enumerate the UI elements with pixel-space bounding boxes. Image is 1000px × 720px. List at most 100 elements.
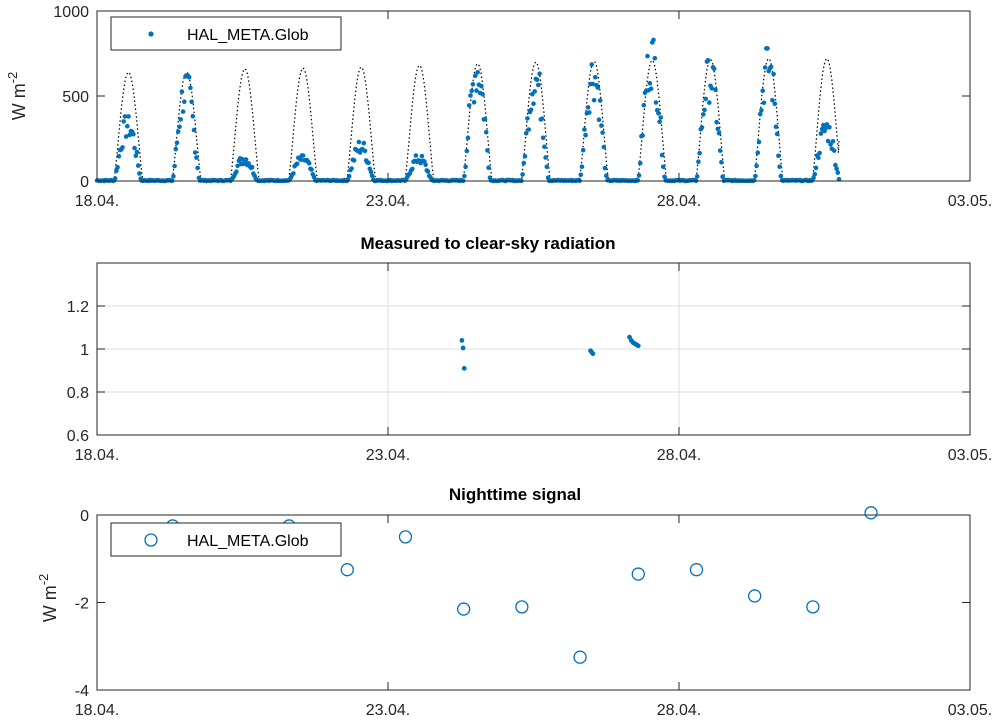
y-tick-label: -4 bbox=[75, 683, 89, 700]
y-tick-label: 1.2 bbox=[67, 299, 89, 316]
data-point bbox=[137, 171, 142, 176]
data-point bbox=[705, 58, 711, 63]
data-point bbox=[521, 160, 527, 166]
data-point bbox=[776, 153, 781, 159]
data-point bbox=[340, 563, 354, 577]
data-point bbox=[806, 600, 820, 614]
data-point bbox=[539, 116, 545, 122]
data-point bbox=[762, 65, 768, 70]
data-point bbox=[817, 150, 822, 156]
data-point bbox=[175, 129, 181, 134]
x-tick-label: 28.04. bbox=[657, 193, 701, 210]
data-point bbox=[651, 37, 656, 43]
data-point bbox=[601, 144, 607, 150]
data-point bbox=[351, 158, 357, 163]
data-point bbox=[188, 85, 193, 91]
data-point bbox=[647, 81, 653, 86]
data-point bbox=[120, 145, 125, 150]
data-point bbox=[294, 161, 300, 167]
data-point bbox=[127, 132, 132, 138]
data-point bbox=[709, 86, 714, 91]
data-point bbox=[604, 173, 609, 178]
data-point bbox=[542, 144, 547, 149]
data-point bbox=[812, 171, 818, 177]
data-point bbox=[398, 530, 413, 544]
data-point bbox=[759, 108, 764, 113]
panel-2-grid bbox=[97, 263, 970, 435]
data-point bbox=[462, 173, 467, 179]
data-point bbox=[595, 85, 601, 90]
data-point bbox=[662, 174, 667, 180]
data-point bbox=[470, 82, 476, 87]
panel-1-x-ticks: 18.04. 23.04. 28.04. 03.05. bbox=[75, 11, 992, 210]
data-point bbox=[463, 164, 468, 170]
data-point bbox=[485, 148, 490, 153]
data-point bbox=[689, 563, 704, 577]
data-point bbox=[180, 109, 186, 114]
data-point bbox=[480, 91, 485, 97]
y-tick-label: 500 bbox=[62, 89, 89, 106]
data-point bbox=[828, 142, 833, 147]
data-point bbox=[537, 71, 542, 76]
data-point bbox=[410, 166, 415, 172]
data-point bbox=[528, 107, 534, 113]
panel-1-legend: HAL_META.Glob bbox=[110, 16, 342, 51]
panel-1-y-axis-exponent: -2 bbox=[5, 72, 20, 84]
y-tick-label: 0 bbox=[80, 174, 89, 191]
data-point bbox=[636, 173, 642, 178]
data-point bbox=[716, 130, 722, 136]
data-point bbox=[761, 100, 767, 106]
data-point bbox=[482, 117, 488, 122]
data-point bbox=[765, 46, 770, 51]
data-point bbox=[753, 173, 758, 179]
data-point bbox=[813, 165, 819, 171]
data-point bbox=[189, 99, 194, 105]
data-point bbox=[833, 162, 838, 168]
data-point bbox=[471, 100, 477, 105]
data-point bbox=[112, 176, 118, 181]
data-point bbox=[582, 127, 587, 132]
data-point bbox=[486, 165, 491, 170]
data-point bbox=[717, 148, 723, 153]
panel-3-y-axis-label: W m-2 bbox=[36, 574, 60, 623]
data-point bbox=[778, 173, 784, 179]
x-tick-label: 23.04. bbox=[366, 702, 410, 719]
data-point bbox=[836, 177, 842, 182]
panel-3-x-ticks: 18.04. 23.04. 28.04. 03.05. bbox=[75, 515, 992, 719]
data-point bbox=[298, 157, 304, 162]
legend-dot-marker bbox=[148, 31, 154, 37]
y-tick-label: 1000 bbox=[53, 4, 89, 21]
data-point bbox=[534, 77, 540, 82]
data-point bbox=[177, 124, 182, 130]
data-point bbox=[132, 145, 137, 151]
data-point bbox=[637, 160, 643, 166]
data-point bbox=[366, 160, 371, 166]
data-point bbox=[703, 96, 708, 102]
data-point bbox=[479, 83, 484, 89]
data-point bbox=[754, 163, 759, 169]
data-point bbox=[192, 150, 198, 155]
data-point bbox=[126, 114, 131, 119]
data-point bbox=[770, 97, 775, 103]
data-point bbox=[190, 113, 196, 119]
data-point bbox=[825, 138, 831, 144]
legend-circle-marker bbox=[144, 533, 158, 547]
y-tick-label: 1 bbox=[80, 342, 89, 359]
data-point bbox=[771, 71, 776, 77]
data-point bbox=[590, 81, 596, 87]
x-tick-label: 03.05. bbox=[948, 702, 992, 719]
y-tick-label: 0 bbox=[80, 508, 89, 525]
data-point bbox=[473, 73, 478, 78]
data-point bbox=[536, 82, 541, 88]
data-point bbox=[711, 66, 717, 71]
data-point bbox=[748, 589, 762, 603]
data-point bbox=[522, 154, 528, 159]
data-point bbox=[115, 165, 120, 170]
data-point bbox=[835, 170, 841, 175]
data-point bbox=[116, 153, 122, 159]
data-point bbox=[719, 159, 724, 165]
data-point bbox=[652, 55, 658, 61]
data-point bbox=[701, 112, 706, 117]
data-point bbox=[474, 88, 479, 93]
